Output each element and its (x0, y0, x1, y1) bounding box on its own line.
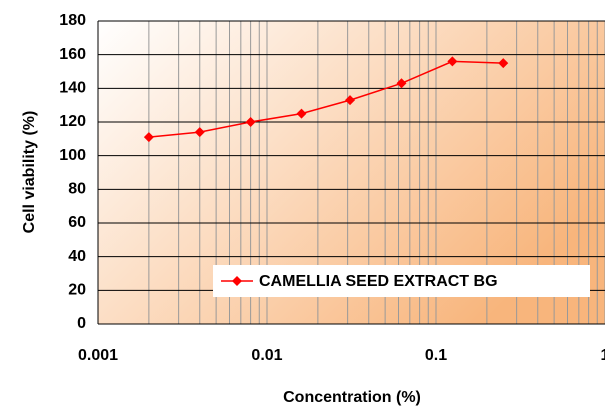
legend-label: CAMELLIA SEED EXTRACT BG (259, 273, 498, 290)
x-tick-label: 1 (601, 347, 605, 364)
series-line (148, 60, 504, 138)
data-point (447, 56, 458, 67)
x-tick-label: 0.001 (78, 347, 118, 364)
y-tick-label: 20 (68, 282, 86, 299)
data-point (143, 132, 154, 143)
data-point (396, 78, 407, 89)
y-tick-label: 100 (59, 147, 86, 164)
y-tick-label: 160 (59, 46, 86, 63)
data-point (345, 95, 356, 106)
y-tick-label: 180 (59, 12, 86, 29)
data-point (245, 117, 256, 127)
legend-box (213, 265, 590, 297)
y-tick-label: 140 (59, 80, 86, 97)
data-point (498, 58, 509, 69)
y-tick-label: 80 (68, 181, 86, 198)
y-tick-label: 40 (68, 248, 86, 265)
legend-marker (232, 276, 242, 286)
y-tick-label: 120 (59, 113, 86, 130)
y-tick-label: 0 (77, 315, 86, 332)
y-tick-label: 60 (68, 214, 86, 231)
x-tick-label: 0.1 (425, 347, 447, 364)
data-point (296, 108, 307, 119)
y-axis-label: Cell viability (%) (21, 111, 38, 234)
x-axis-label: Concentration (%) (283, 389, 421, 406)
x-tick-label: 0.01 (251, 347, 282, 364)
data-point (194, 127, 205, 138)
